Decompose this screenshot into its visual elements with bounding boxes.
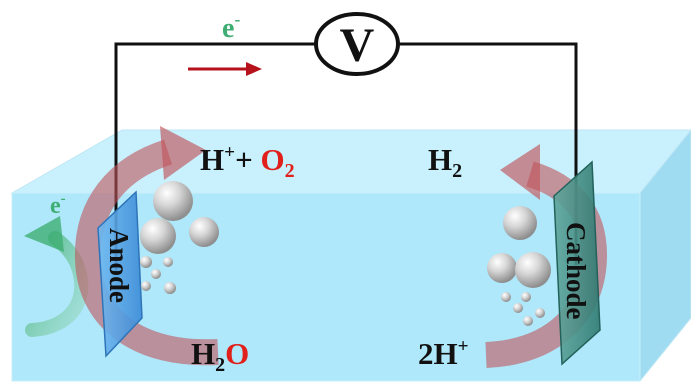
oxygen-bubbles — [140, 181, 219, 294]
cathode-product-label: H2 — [428, 142, 462, 182]
anode-cycle-arrow — [74, 126, 219, 366]
electron-label-left: e- — [50, 191, 66, 219]
electron-label-top: e- — [222, 10, 240, 44]
voltmeter-symbol: V — [340, 19, 375, 72]
electron-flow-arrow — [188, 62, 262, 76]
anode-reactant-label: H2O — [191, 336, 249, 376]
voltmeter-icon: V — [314, 12, 400, 76]
cathode-plate — [553, 160, 601, 366]
cathode-reactant-label: 2H+ — [418, 336, 469, 371]
anode-products-label: H++ O2 — [200, 142, 295, 182]
cathode-label: Cathode — [561, 222, 591, 320]
anode-label: Anode — [104, 228, 134, 303]
anode-plate — [97, 190, 143, 358]
hydrogen-bubbles — [487, 206, 551, 326]
